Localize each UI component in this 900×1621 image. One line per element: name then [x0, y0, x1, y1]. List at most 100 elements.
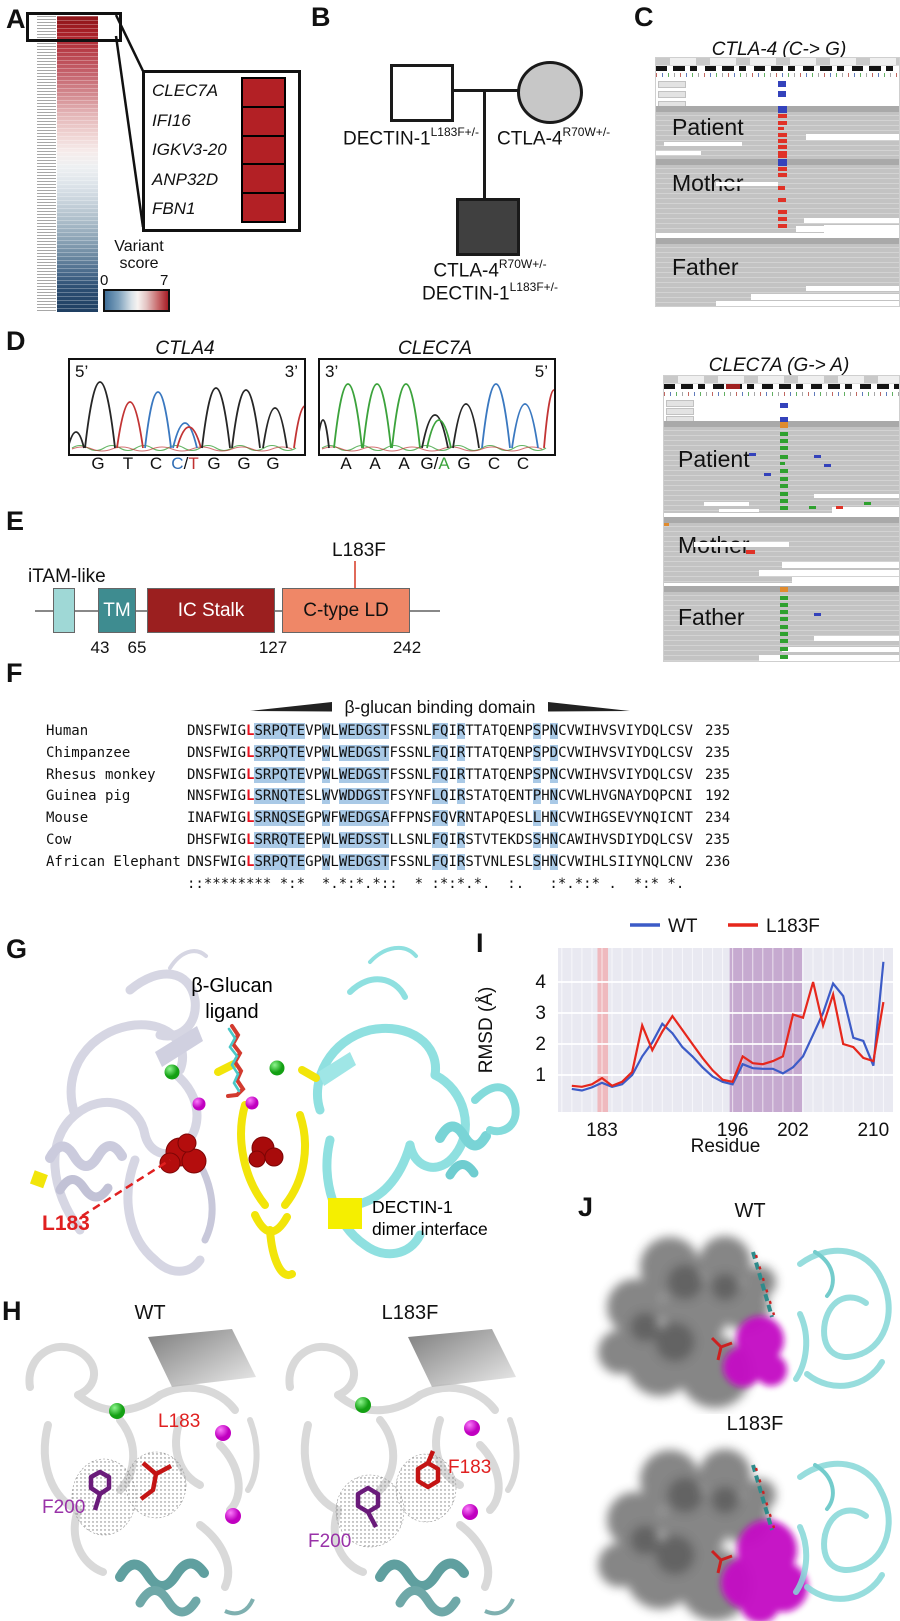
- series-L183F: [571, 981, 885, 1088]
- proband-allele1: R70W+/-: [498, 257, 547, 271]
- f200-label: F200: [42, 1497, 85, 1518]
- alignment-row: Mouse INAFWIGLSRNQSEGPWFWEDGSAFFPNSFQVRNT…: [46, 810, 731, 827]
- igv-track-header: [664, 517, 899, 523]
- ligand-sticks: [751, 1464, 776, 1531]
- read-gap: [751, 294, 899, 300]
- dectin1-dimer-structure: β-Glucan ligand L183 DECTIN-1 dimer inte…: [29, 945, 520, 1279]
- zoom-connector-lines: [114, 14, 145, 228]
- x-tick: 183: [586, 1120, 618, 1141]
- y-tick: 2: [535, 1034, 546, 1055]
- left-monomer-ribbon: [45, 949, 216, 1276]
- sanger-trace-clec7a: 3’ 5’: [316, 358, 565, 456]
- read-gap: [806, 134, 899, 140]
- base-call: C: [149, 454, 163, 473]
- rmsd-line-chart: WT L183F 183 196 202 210 1 2 3 4 Residue RMSD (Å): [476, 916, 893, 1155]
- legend-WT: WT: [668, 916, 698, 937]
- y-axis-label: RMSD (Å): [476, 987, 497, 1074]
- sanger-left-title: CTLA4: [155, 338, 215, 359]
- variant-mark-green: [780, 469, 788, 473]
- gene-score-box: [241, 163, 286, 195]
- beta-glucan-ligand-sticks: [226, 1024, 246, 1098]
- igv-track-name-father: Father: [678, 604, 745, 630]
- variant-mark-red: [778, 210, 787, 214]
- position-242: 242: [392, 638, 422, 657]
- colorbar-min: 0: [100, 272, 109, 289]
- wt-ensemble-structure: [598, 1236, 892, 1408]
- y-tick: 3: [535, 1003, 546, 1024]
- teal-helix-2: [135, 1586, 201, 1617]
- variant-mark-green: [809, 506, 816, 509]
- alignment-row: Rhesus monkey DNSFWIGLSRPQTEVPWLWEDGSTFSS…: [46, 766, 731, 783]
- magenta-ion-2: [462, 1504, 478, 1520]
- variant-mark-blue: [814, 455, 821, 458]
- variant-mark-green: [780, 625, 788, 629]
- proband-gene2: DECTIN-1: [422, 283, 510, 305]
- partner-ribbon-cyan: [793, 1247, 892, 1389]
- loop-ensemble-magenta: [723, 1316, 787, 1387]
- calcium-ion-left: [164, 1064, 180, 1080]
- variant-mark-red: [746, 550, 755, 554]
- variant-mark-red: [778, 133, 787, 137]
- mutation-label: L183F: [332, 540, 386, 561]
- variant-mark-green: [780, 639, 788, 643]
- read-gap: [656, 151, 701, 155]
- y-tick: 4: [535, 972, 546, 993]
- variant-mark-red: [778, 114, 787, 118]
- read-gap: [782, 647, 899, 652]
- residue-183-stick: [710, 1549, 733, 1574]
- x-axis-label: Residue: [691, 1136, 761, 1155]
- variant-mark-blue: [778, 91, 786, 97]
- x-tick: 196: [717, 1120, 749, 1141]
- j-mut-title: L183F: [726, 1413, 784, 1435]
- l183f-pocket-structure: F183 F200: [285, 1329, 520, 1617]
- interface-patch-square: [29, 1170, 48, 1189]
- pocket-ribbons: [25, 1343, 260, 1591]
- father-gene: DECTIN-1: [343, 128, 431, 150]
- partner-ribbon-cyan: [793, 1460, 892, 1602]
- variant-mark-red: [778, 217, 787, 221]
- sanger-right-title: CLEC7A: [398, 338, 472, 359]
- teal-helix-2: [395, 1586, 461, 1617]
- father-allele: L183F+/-: [430, 125, 479, 139]
- beta-sheet-slab: [148, 1329, 256, 1387]
- base-call: G: [266, 454, 280, 473]
- loop-ensemble-magenta: [721, 1520, 808, 1621]
- y-tick: 1: [535, 1065, 546, 1086]
- gene-score-box: [241, 192, 286, 223]
- calcium-ion: [109, 1403, 125, 1419]
- proband-genotype-line1: CTLA-4R70W+/-: [395, 257, 585, 282]
- mother-gene: CTLA-4: [497, 128, 563, 150]
- x-tick: 210: [857, 1120, 889, 1141]
- variant-mark-green: [780, 446, 788, 450]
- variant-mark-blue: [814, 613, 821, 616]
- gene-score-box: [241, 105, 286, 137]
- gene-name: CLEC7A: [152, 81, 219, 100]
- variant-mark-red: [778, 186, 785, 190]
- variant-mark-blue: [780, 403, 788, 408]
- base-call: T: [122, 454, 134, 473]
- base-call: A: [369, 454, 381, 473]
- igv-track-pill: [666, 400, 694, 407]
- gene-name: IFI16: [152, 110, 191, 130]
- gene-score-box: [241, 134, 286, 166]
- variant-mark-green: [780, 439, 788, 443]
- teal-tail: [484, 1598, 515, 1616]
- alignment-consensus: ::******** *:* *.*:*.*:: * :*:*.*. :. :*…: [187, 875, 685, 892]
- variant-mark-green: [780, 610, 788, 614]
- variant-mark-orange: [780, 587, 788, 592]
- variant-mark-red: [836, 506, 843, 509]
- variant-mark-green: [780, 603, 788, 607]
- variant-mark-blue: [824, 464, 831, 467]
- variant-mark-green: [780, 484, 788, 488]
- read-gap: [782, 562, 899, 568]
- panel-h-label: H: [2, 1296, 22, 1326]
- variant-mark-red: [778, 224, 787, 228]
- teal-tail: [224, 1598, 255, 1616]
- variant-mark-blue: [764, 473, 771, 476]
- f200-stick: [88, 1469, 112, 1511]
- igv-track-pill: [658, 91, 686, 98]
- ligand-label-line2: ligand: [205, 1001, 258, 1023]
- variant-mark-green: [780, 617, 788, 621]
- proband-gene1: CTLA-4: [433, 260, 499, 282]
- read-gap: [719, 509, 759, 512]
